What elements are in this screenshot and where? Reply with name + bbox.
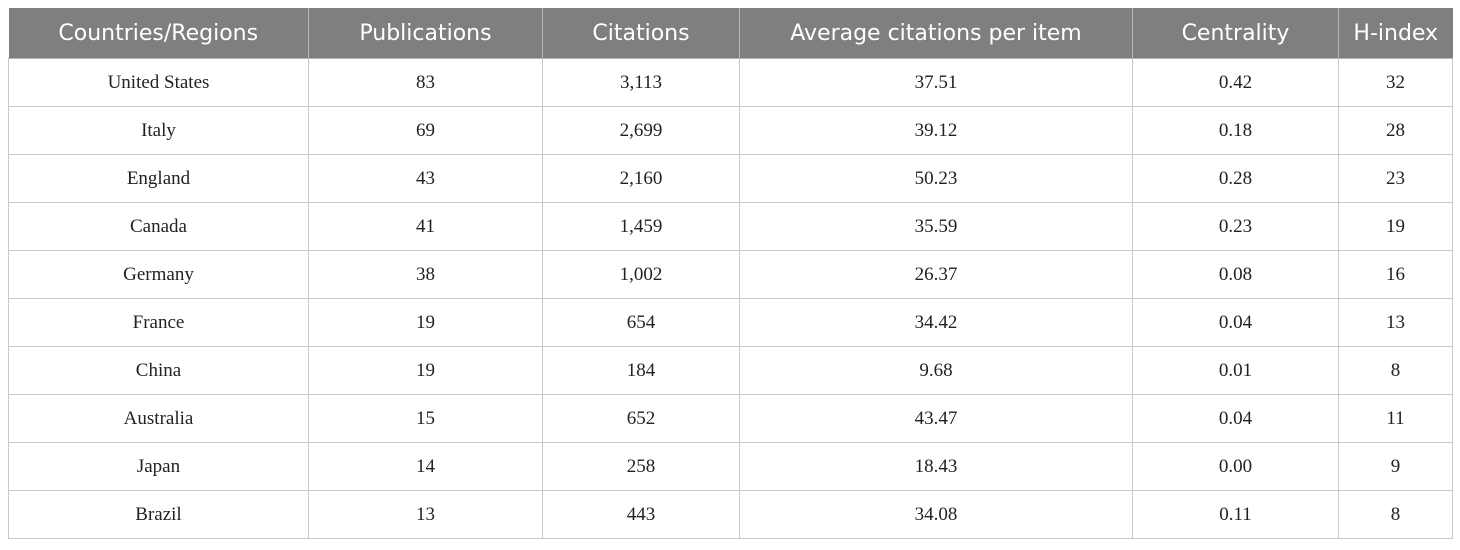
header-centrality: Centrality	[1132, 8, 1339, 59]
cell-centrality: 0.28	[1132, 154, 1339, 203]
cell-country: England	[8, 154, 309, 203]
table-row: Australia 15 652 43.47 0.04 11	[8, 394, 1453, 443]
table-header-row: Countries/Regions Publications Citations…	[8, 8, 1453, 59]
cell-centrality: 0.04	[1132, 394, 1339, 443]
cell-average-citations: 18.43	[739, 442, 1133, 491]
cell-country: Australia	[8, 394, 309, 443]
cell-average-citations: 50.23	[739, 154, 1133, 203]
cell-h-index: 9	[1338, 442, 1453, 491]
cell-h-index: 16	[1338, 250, 1453, 299]
cell-citations: 3,113	[542, 58, 740, 107]
header-publications: Publications	[308, 8, 543, 59]
cell-publications: 19	[308, 298, 543, 347]
cell-centrality: 0.01	[1132, 346, 1339, 395]
cell-citations: 443	[542, 490, 740, 539]
cell-centrality: 0.18	[1132, 106, 1339, 155]
cell-publications: 41	[308, 202, 543, 251]
cell-country: Canada	[8, 202, 309, 251]
header-average-citations-per-item: Average citations per item	[739, 8, 1133, 59]
cell-average-citations: 39.12	[739, 106, 1133, 155]
table-row: France 19 654 34.42 0.04 13	[8, 298, 1453, 347]
cell-publications: 43	[308, 154, 543, 203]
cell-h-index: 23	[1338, 154, 1453, 203]
table-row: Japan 14 258 18.43 0.00 9	[8, 442, 1453, 491]
cell-centrality: 0.00	[1132, 442, 1339, 491]
cell-average-citations: 34.42	[739, 298, 1133, 347]
cell-publications: 69	[308, 106, 543, 155]
table-row: Canada 41 1,459 35.59 0.23 19	[8, 202, 1453, 251]
table-row: China 19 184 9.68 0.01 8	[8, 346, 1453, 395]
cell-centrality: 0.23	[1132, 202, 1339, 251]
cell-average-citations: 9.68	[739, 346, 1133, 395]
header-h-index: H-index	[1338, 8, 1453, 59]
cell-country: United States	[8, 58, 309, 107]
cell-citations: 2,160	[542, 154, 740, 203]
header-countries-regions: Countries/Regions	[8, 8, 309, 59]
cell-h-index: 8	[1338, 490, 1453, 539]
cell-citations: 2,699	[542, 106, 740, 155]
cell-h-index: 28	[1338, 106, 1453, 155]
cell-citations: 654	[542, 298, 740, 347]
cell-centrality: 0.42	[1132, 58, 1339, 107]
cell-citations: 1,459	[542, 202, 740, 251]
cell-average-citations: 35.59	[739, 202, 1133, 251]
table-row: Italy 69 2,699 39.12 0.18 28	[8, 106, 1453, 155]
cell-centrality: 0.08	[1132, 250, 1339, 299]
cell-publications: 13	[308, 490, 543, 539]
cell-average-citations: 26.37	[739, 250, 1133, 299]
cell-country: Brazil	[8, 490, 309, 539]
cell-publications: 14	[308, 442, 543, 491]
cell-h-index: 8	[1338, 346, 1453, 395]
cell-country: Italy	[8, 106, 309, 155]
table-row: Brazil 13 443 34.08 0.11 8	[8, 490, 1453, 539]
countries-table-container: Countries/Regions Publications Citations…	[8, 8, 1453, 539]
cell-citations: 184	[542, 346, 740, 395]
cell-country: Germany	[8, 250, 309, 299]
countries-table: Countries/Regions Publications Citations…	[8, 8, 1453, 539]
cell-h-index: 19	[1338, 202, 1453, 251]
cell-h-index: 32	[1338, 58, 1453, 107]
cell-average-citations: 34.08	[739, 490, 1133, 539]
cell-centrality: 0.11	[1132, 490, 1339, 539]
cell-publications: 83	[308, 58, 543, 107]
cell-publications: 38	[308, 250, 543, 299]
cell-average-citations: 37.51	[739, 58, 1133, 107]
cell-citations: 652	[542, 394, 740, 443]
cell-h-index: 11	[1338, 394, 1453, 443]
cell-citations: 1,002	[542, 250, 740, 299]
header-citations: Citations	[542, 8, 740, 59]
cell-h-index: 13	[1338, 298, 1453, 347]
cell-country: China	[8, 346, 309, 395]
cell-publications: 15	[308, 394, 543, 443]
table-row: England 43 2,160 50.23 0.28 23	[8, 154, 1453, 203]
cell-citations: 258	[542, 442, 740, 491]
cell-publications: 19	[308, 346, 543, 395]
table-row: Germany 38 1,002 26.37 0.08 16	[8, 250, 1453, 299]
cell-country: Japan	[8, 442, 309, 491]
cell-country: France	[8, 298, 309, 347]
cell-average-citations: 43.47	[739, 394, 1133, 443]
table-row: United States 83 3,113 37.51 0.42 32	[8, 58, 1453, 107]
cell-centrality: 0.04	[1132, 298, 1339, 347]
